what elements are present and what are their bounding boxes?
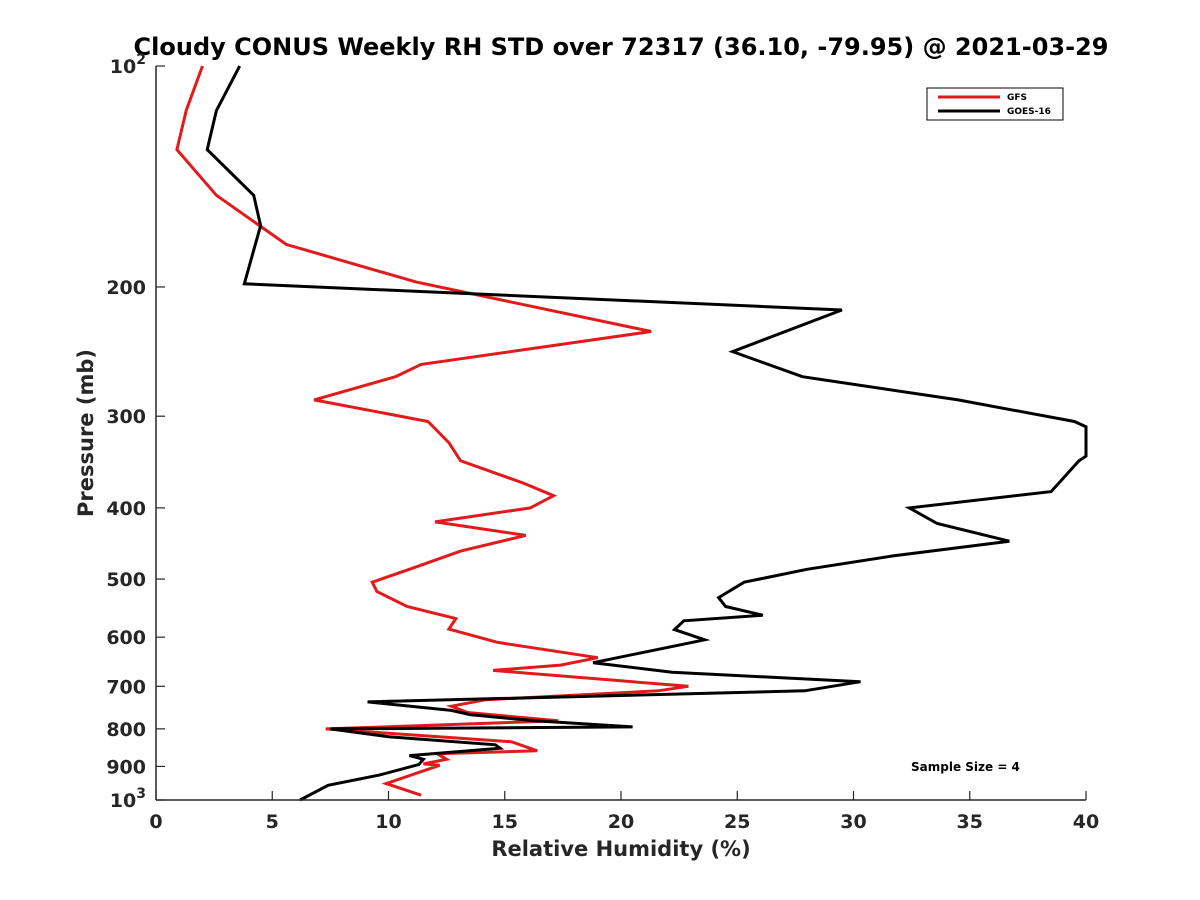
y-tick-label: 300 [106, 406, 146, 428]
y-tick-label-exponent: 3 [136, 786, 146, 802]
y-tick-label-base: 500 [106, 569, 146, 591]
chart-title: Cloudy CONUS Weekly RH STD over 72317 (3… [134, 33, 1109, 61]
y-tick-label: 103 [110, 786, 146, 812]
y-tick-label: 700 [106, 676, 146, 698]
x-ticks: 0 5 10 15 20 25 30 35 40 [149, 791, 1099, 833]
series-line-gfs [175, 65, 689, 797]
x-tick-label: 40 [1073, 811, 1099, 833]
legend-label-gfs: GFS [1007, 93, 1027, 103]
y-tick-label-base: 10 [110, 56, 136, 78]
y-tick-label: 102 [110, 52, 146, 78]
x-tick-label: 20 [608, 811, 634, 833]
y-tick-label-base: 800 [106, 719, 146, 741]
x-axis-label: Relative Humidity (%) [491, 837, 750, 861]
y-tick-label: 900 [106, 756, 146, 778]
plot-area [156, 66, 1086, 800]
x-tick-label: 25 [724, 811, 750, 833]
sample-size-annotation: Sample Size = 4 [911, 760, 1020, 774]
y-tick-label: 800 [106, 719, 146, 741]
x-tick-label: 35 [957, 811, 983, 833]
x-tick-label: 0 [149, 811, 162, 833]
y-tick-label-base: 300 [106, 406, 146, 428]
y-tick-label: 500 [106, 569, 146, 591]
y-tick-label-exponent: 2 [136, 52, 146, 68]
y-tick-label: 200 [106, 277, 146, 299]
y-axis-label: Pressure (mb) [74, 349, 98, 517]
legend-label-goes16: GOES-16 [1007, 107, 1051, 117]
x-tick-label: 30 [840, 811, 866, 833]
y-tick-label-base: 600 [106, 627, 146, 649]
x-tick-label: 5 [266, 811, 279, 833]
y-tick-label-base: 10 [110, 790, 136, 812]
x-tick-label: 10 [375, 811, 401, 833]
y-tick-label-base: 900 [106, 756, 146, 778]
series-layer [175, 65, 1088, 802]
series-line-goes16 [205, 65, 1088, 802]
legend: GFS GOES-16 [926, 87, 1064, 121]
y-tick-label-base: 700 [106, 676, 146, 698]
y-tick-label-base: 200 [106, 277, 146, 299]
legend-box [926, 87, 1064, 121]
y-tick-label: 400 [106, 498, 146, 520]
x-tick-label: 15 [492, 811, 518, 833]
y-tick-label-base: 400 [106, 498, 146, 520]
y-tick-label: 600 [106, 627, 146, 649]
